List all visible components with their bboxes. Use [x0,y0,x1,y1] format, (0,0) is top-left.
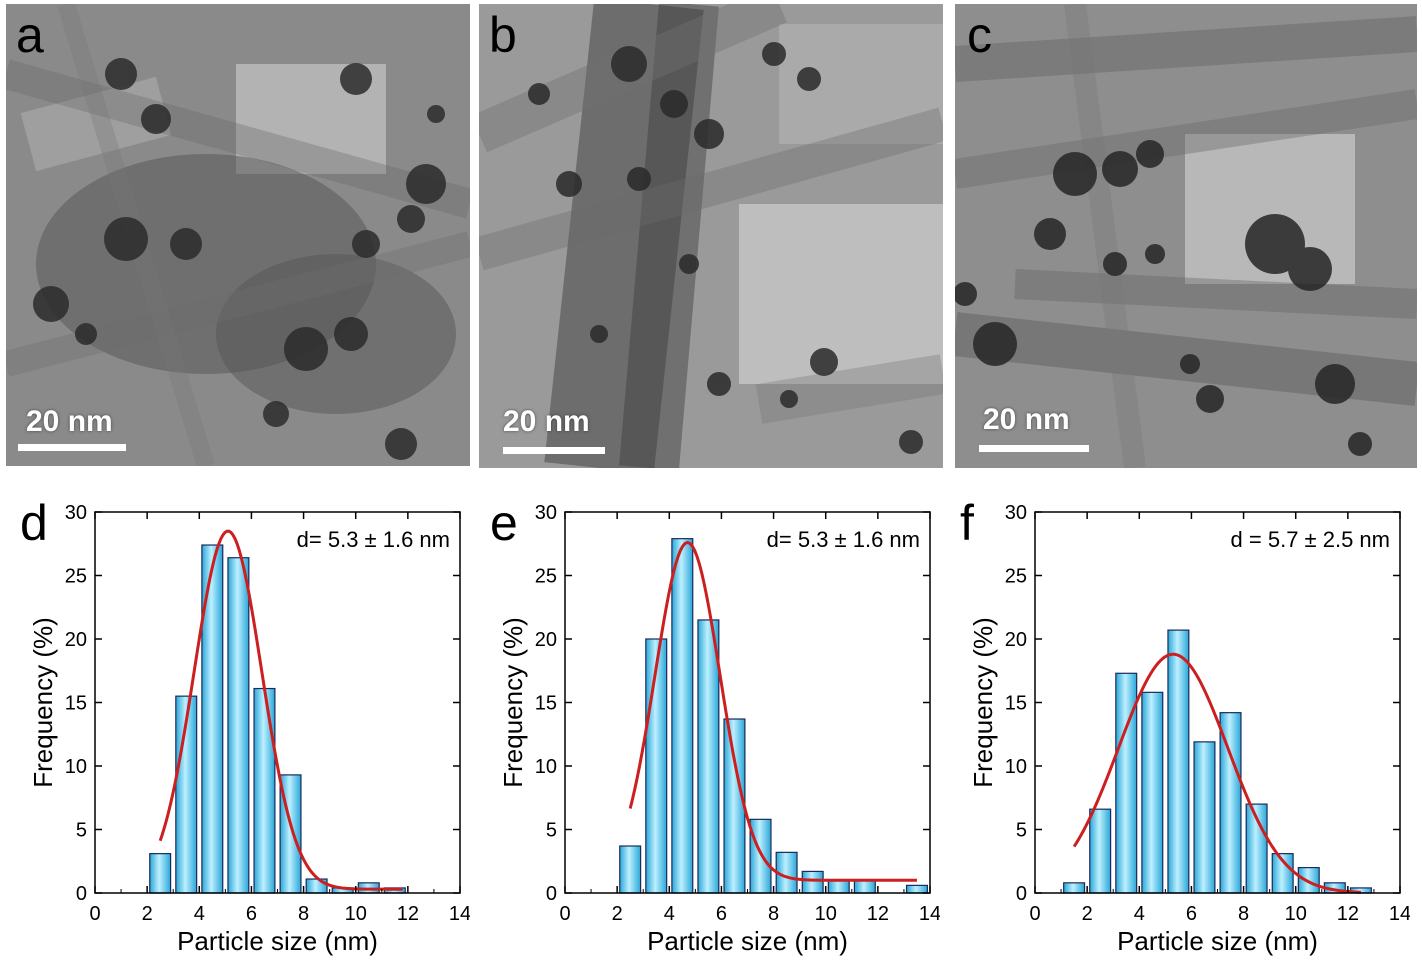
scalebar-b [503,447,605,454]
scalebar-label-c: 20 nm [983,403,1070,436]
histogram-bar [749,818,772,894]
y-tick-label: 20 [1005,629,1027,651]
x-tick-label: 0 [1029,903,1040,925]
y-tick-label: 0 [76,883,87,905]
y-tick-label: 10 [65,756,87,778]
x-tick-label: 8 [768,903,779,925]
x-tick-label: 10 [345,903,367,925]
y-tick-label: 10 [535,756,557,778]
tem-micrograph-a [6,4,470,466]
panel-label-d: d [20,495,48,551]
y-tick-label: 10 [1005,756,1027,778]
x-axis-label: Particle size (nm) [1117,926,1318,956]
y-tick-label: 20 [535,629,557,651]
x-tick-label: 2 [612,903,623,925]
size-annotation: d= 5.3 ± 1.6 nm [767,527,920,552]
panel-label-e: e [490,495,518,551]
histogram-bar [1089,808,1112,894]
y-tick-label: 15 [65,693,87,715]
x-tick-label: 6 [716,903,727,925]
histogram-bar [645,638,668,894]
x-tick-label: 4 [194,903,205,925]
gaussian-fit-curve [158,529,403,891]
y-tick-label: 30 [1005,502,1027,524]
y-tick-label: 25 [65,566,87,588]
x-tick-label: 4 [664,903,675,925]
x-tick-label: 8 [1238,903,1249,925]
panel-label-b: b [489,7,517,63]
scalebar-a [18,444,126,451]
y-tick-label: 5 [1016,820,1027,842]
x-tick-label: 14 [919,903,940,925]
y-tick-label: 0 [546,883,557,905]
histogram-bar [1141,691,1164,894]
scalebar-label-b: 20 nm [503,405,590,438]
histogram-bar [853,879,876,894]
y-axis-label: Frequency (%) [28,617,58,788]
tem-image-b: b 20 nm [479,4,943,468]
x-axis-label: Particle size (nm) [647,926,848,956]
y-tick-label: 15 [1005,693,1027,715]
x-tick-label: 12 [1337,903,1359,925]
y-tick-label: 25 [1005,566,1027,588]
histogram-bar [671,538,694,894]
histogram-bar [149,853,172,894]
tem-image-a: a 20 nm [6,4,470,466]
x-axis-label: Particle size (nm) [177,926,378,956]
histogram-bar [697,619,720,894]
y-tick-label: 30 [65,502,87,524]
panel-label-f: f [960,495,974,551]
tem-image-c: c 20 nm [955,4,1417,468]
x-tick-label: 0 [559,903,570,925]
x-tick-label: 6 [1186,903,1197,925]
plot-frame [564,511,931,894]
x-tick-label: 10 [815,903,837,925]
x-tick-label: 4 [1134,903,1145,925]
x-tick-label: 12 [397,903,419,925]
x-tick-label: 12 [867,903,889,925]
histogram-bar [1167,629,1190,894]
gaussian-fit-curve [628,540,917,882]
histogram-e: 0 2 4 6 8 10 12 14 0 5 10 15 20 25 30 Particle size (nm… [490,495,940,956]
histogram-bar [905,884,928,894]
x-tick-label: 14 [449,903,470,925]
y-axis-label: Frequency (%) [968,617,998,788]
tem-micrograph-b [479,4,943,468]
histogram-d: 0 2 4 6 8 10 12 14 0 5 10 15 20 25 30 Particle size (nm… [20,495,470,956]
histogram-bar [253,687,276,894]
panel-label-a: a [16,7,44,63]
scalebar-c [979,445,1089,452]
x-tick-label: 2 [1082,903,1093,925]
x-tick-label: 14 [1389,903,1410,925]
histogram-bar [227,557,250,894]
histogram-bar [1193,741,1216,894]
histogram-bar [827,879,850,894]
histogram-f: 0 2 4 6 8 10 12 14 0 5 10 15 20 25 30 Particle size (nm… [960,495,1410,956]
x-tick-label: 6 [246,903,257,925]
y-tick-label: 5 [546,820,557,842]
y-tick-label: 0 [1016,883,1027,905]
y-tick-label: 20 [65,629,87,651]
panel-label-c: c [967,7,992,63]
x-tick-label: 2 [142,903,153,925]
x-tick-label: 0 [89,903,100,925]
plot-frame [94,511,461,894]
y-tick-label: 25 [535,566,557,588]
y-tick-label: 15 [535,693,557,715]
gaussian-fit-curve [1072,652,1361,894]
y-axis-label: Frequency (%) [498,617,528,788]
histogram-bar [801,870,824,894]
tem-micrograph-c [955,4,1417,468]
x-tick-label: 8 [298,903,309,925]
histogram-bar [1063,882,1086,894]
scalebar-label-a: 20 nm [26,405,113,438]
size-annotation: d= 5.3 ± 1.6 nm [297,527,450,552]
histogram-bar [619,845,642,894]
y-tick-label: 5 [76,820,87,842]
size-annotation: d = 5.7 ± 2.5 nm [1231,527,1390,552]
histogram-bar [723,718,746,894]
x-tick-label: 10 [1285,903,1307,925]
y-tick-label: 30 [535,502,557,524]
